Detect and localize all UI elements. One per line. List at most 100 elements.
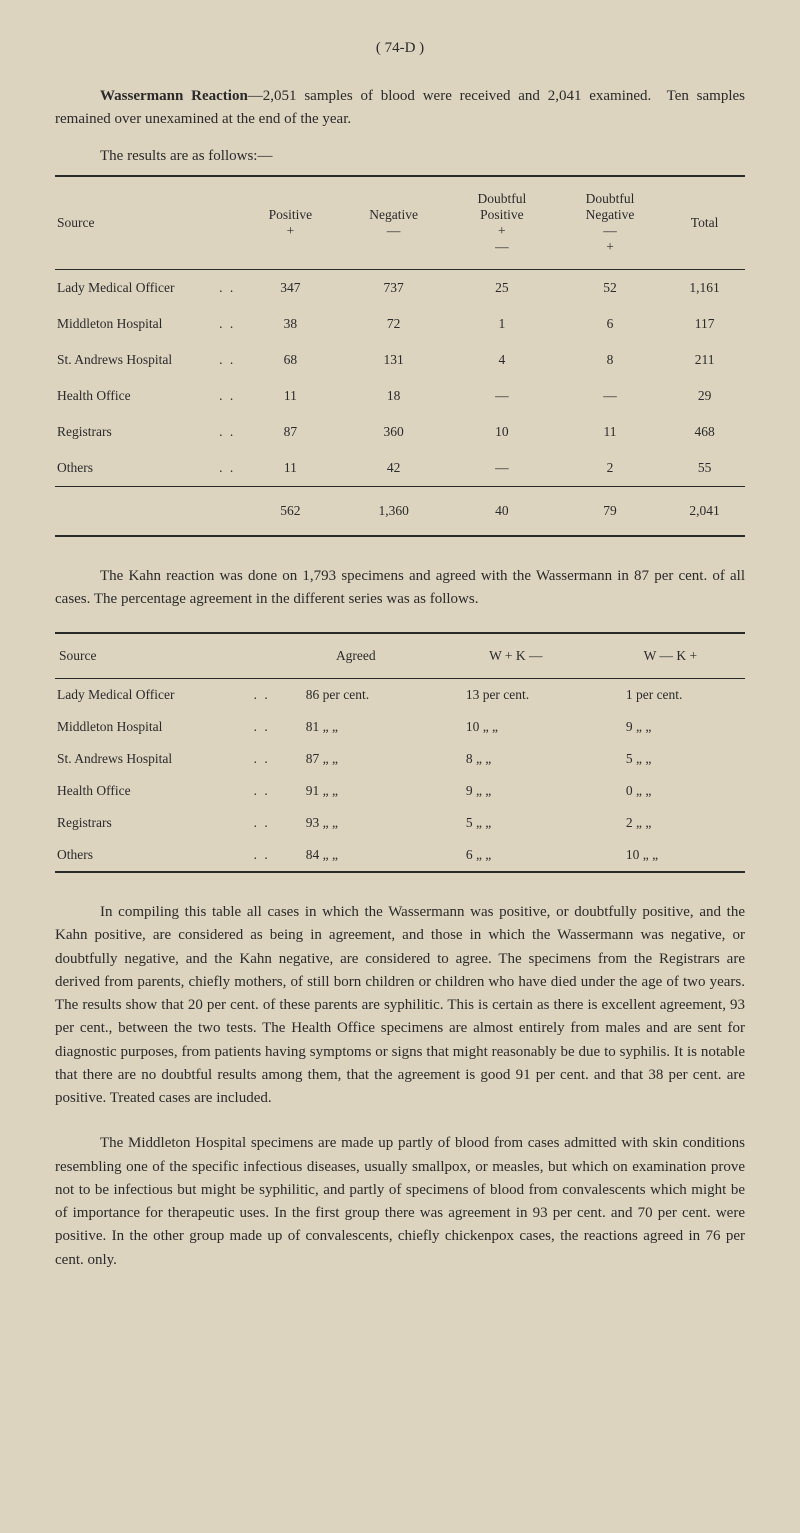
cell-doubtful-negative: 8 xyxy=(556,342,664,378)
cell-source: Lady Medical Officer. . xyxy=(55,679,276,712)
table-row: Lady Medical Officer. .34773725521,161 xyxy=(55,270,745,307)
cell-total: 117 xyxy=(664,306,745,342)
table1-header-total: Total xyxy=(664,176,745,270)
cell-wk-minus: 9 „ „ xyxy=(436,775,596,807)
cell-negative-total: 1,360 xyxy=(340,487,448,537)
table2-header-agreed: Agreed xyxy=(276,633,436,679)
cell-wk-minus: 10 „ „ xyxy=(436,711,596,743)
table1-header-row: Source Positive+ Negative— DoubtfulPosit… xyxy=(55,176,745,270)
cell-total: 468 xyxy=(664,414,745,450)
cell-agreed: 81 „ „ xyxy=(276,711,436,743)
cell-doubtful-negative: — xyxy=(556,378,664,414)
table-row: Registrars. .873601011468 xyxy=(55,414,745,450)
table-row: Others. .84 „ „6 „ „10 „ „ xyxy=(55,839,745,872)
cell-wk-plus: 9 „ „ xyxy=(596,711,745,743)
table1-totals-row: 5621,36040792,041 xyxy=(55,487,745,537)
table1-header-doubtful-positive: DoubtfulPositive+— xyxy=(448,176,556,270)
cell-negative: 72 xyxy=(340,306,448,342)
middleton-paragraph: The Middleton Hospital specimens are mad… xyxy=(55,1132,745,1272)
cell-positive: 87 xyxy=(241,414,339,450)
cell-wk-plus: 10 „ „ xyxy=(596,839,745,872)
cell-positive: 11 xyxy=(241,450,339,487)
cell-agreed: 87 „ „ xyxy=(276,743,436,775)
cell-source: Health Office. . xyxy=(55,378,241,414)
mid-paragraph: The Kahn reaction was done on 1,793 spec… xyxy=(55,565,745,610)
results-table-2: Source Agreed W + K — W — K + Lady Medic… xyxy=(55,632,745,873)
cell-wk-minus: 13 per cent. xyxy=(436,679,596,712)
cell-source xyxy=(55,487,241,537)
cell-doubtful-negative: 52 xyxy=(556,270,664,307)
cell-negative: 737 xyxy=(340,270,448,307)
cell-wk-minus: 6 „ „ xyxy=(436,839,596,872)
cell-positive: 347 xyxy=(241,270,339,307)
cell-source: St. Andrews Hospital. . xyxy=(55,342,241,378)
cell-doubtful-positive: — xyxy=(448,378,556,414)
table-row: Health Office. .1118——29 xyxy=(55,378,745,414)
cell-negative: 18 xyxy=(340,378,448,414)
cell-wk-minus: 8 „ „ xyxy=(436,743,596,775)
cell-source: Lady Medical Officer. . xyxy=(55,270,241,307)
cell-negative: 360 xyxy=(340,414,448,450)
cell-total: 1,161 xyxy=(664,270,745,307)
cell-doubtful-positive: 4 xyxy=(448,342,556,378)
cell-wk-plus: 5 „ „ xyxy=(596,743,745,775)
cell-total: 29 xyxy=(664,378,745,414)
table2-header-row: Source Agreed W + K — W — K + xyxy=(55,633,745,679)
cell-wk-plus: 2 „ „ xyxy=(596,807,745,839)
cell-positive: 38 xyxy=(241,306,339,342)
table-row: St. Andrews Hospital. .6813148211 xyxy=(55,342,745,378)
cell-source: Middleton Hospital. . xyxy=(55,306,241,342)
cell-dp-total: 40 xyxy=(448,487,556,537)
cell-agreed: 86 per cent. xyxy=(276,679,436,712)
compiling-paragraph: In compiling this table all cases in whi… xyxy=(55,901,745,1110)
table-row: St. Andrews Hospital. .87 „ „8 „ „5 „ „ xyxy=(55,743,745,775)
table1-header-positive: Positive+ xyxy=(241,176,339,270)
cell-negative: 42 xyxy=(340,450,448,487)
cell-positive-total: 562 xyxy=(241,487,339,537)
table-row: Middleton Hospital. .387216117 xyxy=(55,306,745,342)
cell-doubtful-positive: — xyxy=(448,450,556,487)
cell-wk-plus: 1 per cent. xyxy=(596,679,745,712)
results-caption: The results are as follows:— xyxy=(55,148,745,165)
table2-header-wk-minus: W + K — xyxy=(436,633,596,679)
cell-doubtful-positive: 1 xyxy=(448,306,556,342)
cell-doubtful-negative: 11 xyxy=(556,414,664,450)
table-row: Lady Medical Officer. .86 per cent.13 pe… xyxy=(55,679,745,712)
table2-header-source: Source xyxy=(55,633,276,679)
cell-total: 211 xyxy=(664,342,745,378)
table1-header-doubtful-negative: DoubtfulNegative—+ xyxy=(556,176,664,270)
document-page: ( 74-D ) Wassermann Reaction—2,051 sampl… xyxy=(0,0,800,1344)
cell-source: St. Andrews Hospital. . xyxy=(55,743,276,775)
table-row: Registrars. .93 „ „5 „ „2 „ „ xyxy=(55,807,745,839)
cell-positive: 68 xyxy=(241,342,339,378)
intro-bold: Wassermann Reaction xyxy=(100,88,248,104)
cell-agreed: 84 „ „ xyxy=(276,839,436,872)
cell-grand-total: 2,041 xyxy=(664,487,745,537)
cell-source: Health Office. . xyxy=(55,775,276,807)
cell-doubtful-positive: 25 xyxy=(448,270,556,307)
table2-header-wk-plus: W — K + xyxy=(596,633,745,679)
cell-doubtful-positive: 10 xyxy=(448,414,556,450)
cell-doubtful-negative: 6 xyxy=(556,306,664,342)
cell-source: Middleton Hospital. . xyxy=(55,711,276,743)
cell-wk-plus: 0 „ „ xyxy=(596,775,745,807)
cell-wk-minus: 5 „ „ xyxy=(436,807,596,839)
cell-agreed: 91 „ „ xyxy=(276,775,436,807)
page-number: ( 74-D ) xyxy=(55,40,745,57)
cell-dn-total: 79 xyxy=(556,487,664,537)
intro-paragraph: Wassermann Reaction—2,051 samples of blo… xyxy=(55,85,745,130)
table1-header-negative: Negative— xyxy=(340,176,448,270)
table-row: Others. .1142—255 xyxy=(55,450,745,487)
cell-positive: 11 xyxy=(241,378,339,414)
cell-agreed: 93 „ „ xyxy=(276,807,436,839)
cell-source: Others. . xyxy=(55,450,241,487)
cell-negative: 131 xyxy=(340,342,448,378)
cell-doubtful-negative: 2 xyxy=(556,450,664,487)
table-row: Middleton Hospital. .81 „ „10 „ „9 „ „ xyxy=(55,711,745,743)
cell-total: 55 xyxy=(664,450,745,487)
cell-source: Registrars. . xyxy=(55,807,276,839)
results-table-1: Source Positive+ Negative— DoubtfulPosit… xyxy=(55,175,745,537)
table-row: Health Office. .91 „ „9 „ „0 „ „ xyxy=(55,775,745,807)
cell-source: Registrars. . xyxy=(55,414,241,450)
cell-source: Others. . xyxy=(55,839,276,872)
